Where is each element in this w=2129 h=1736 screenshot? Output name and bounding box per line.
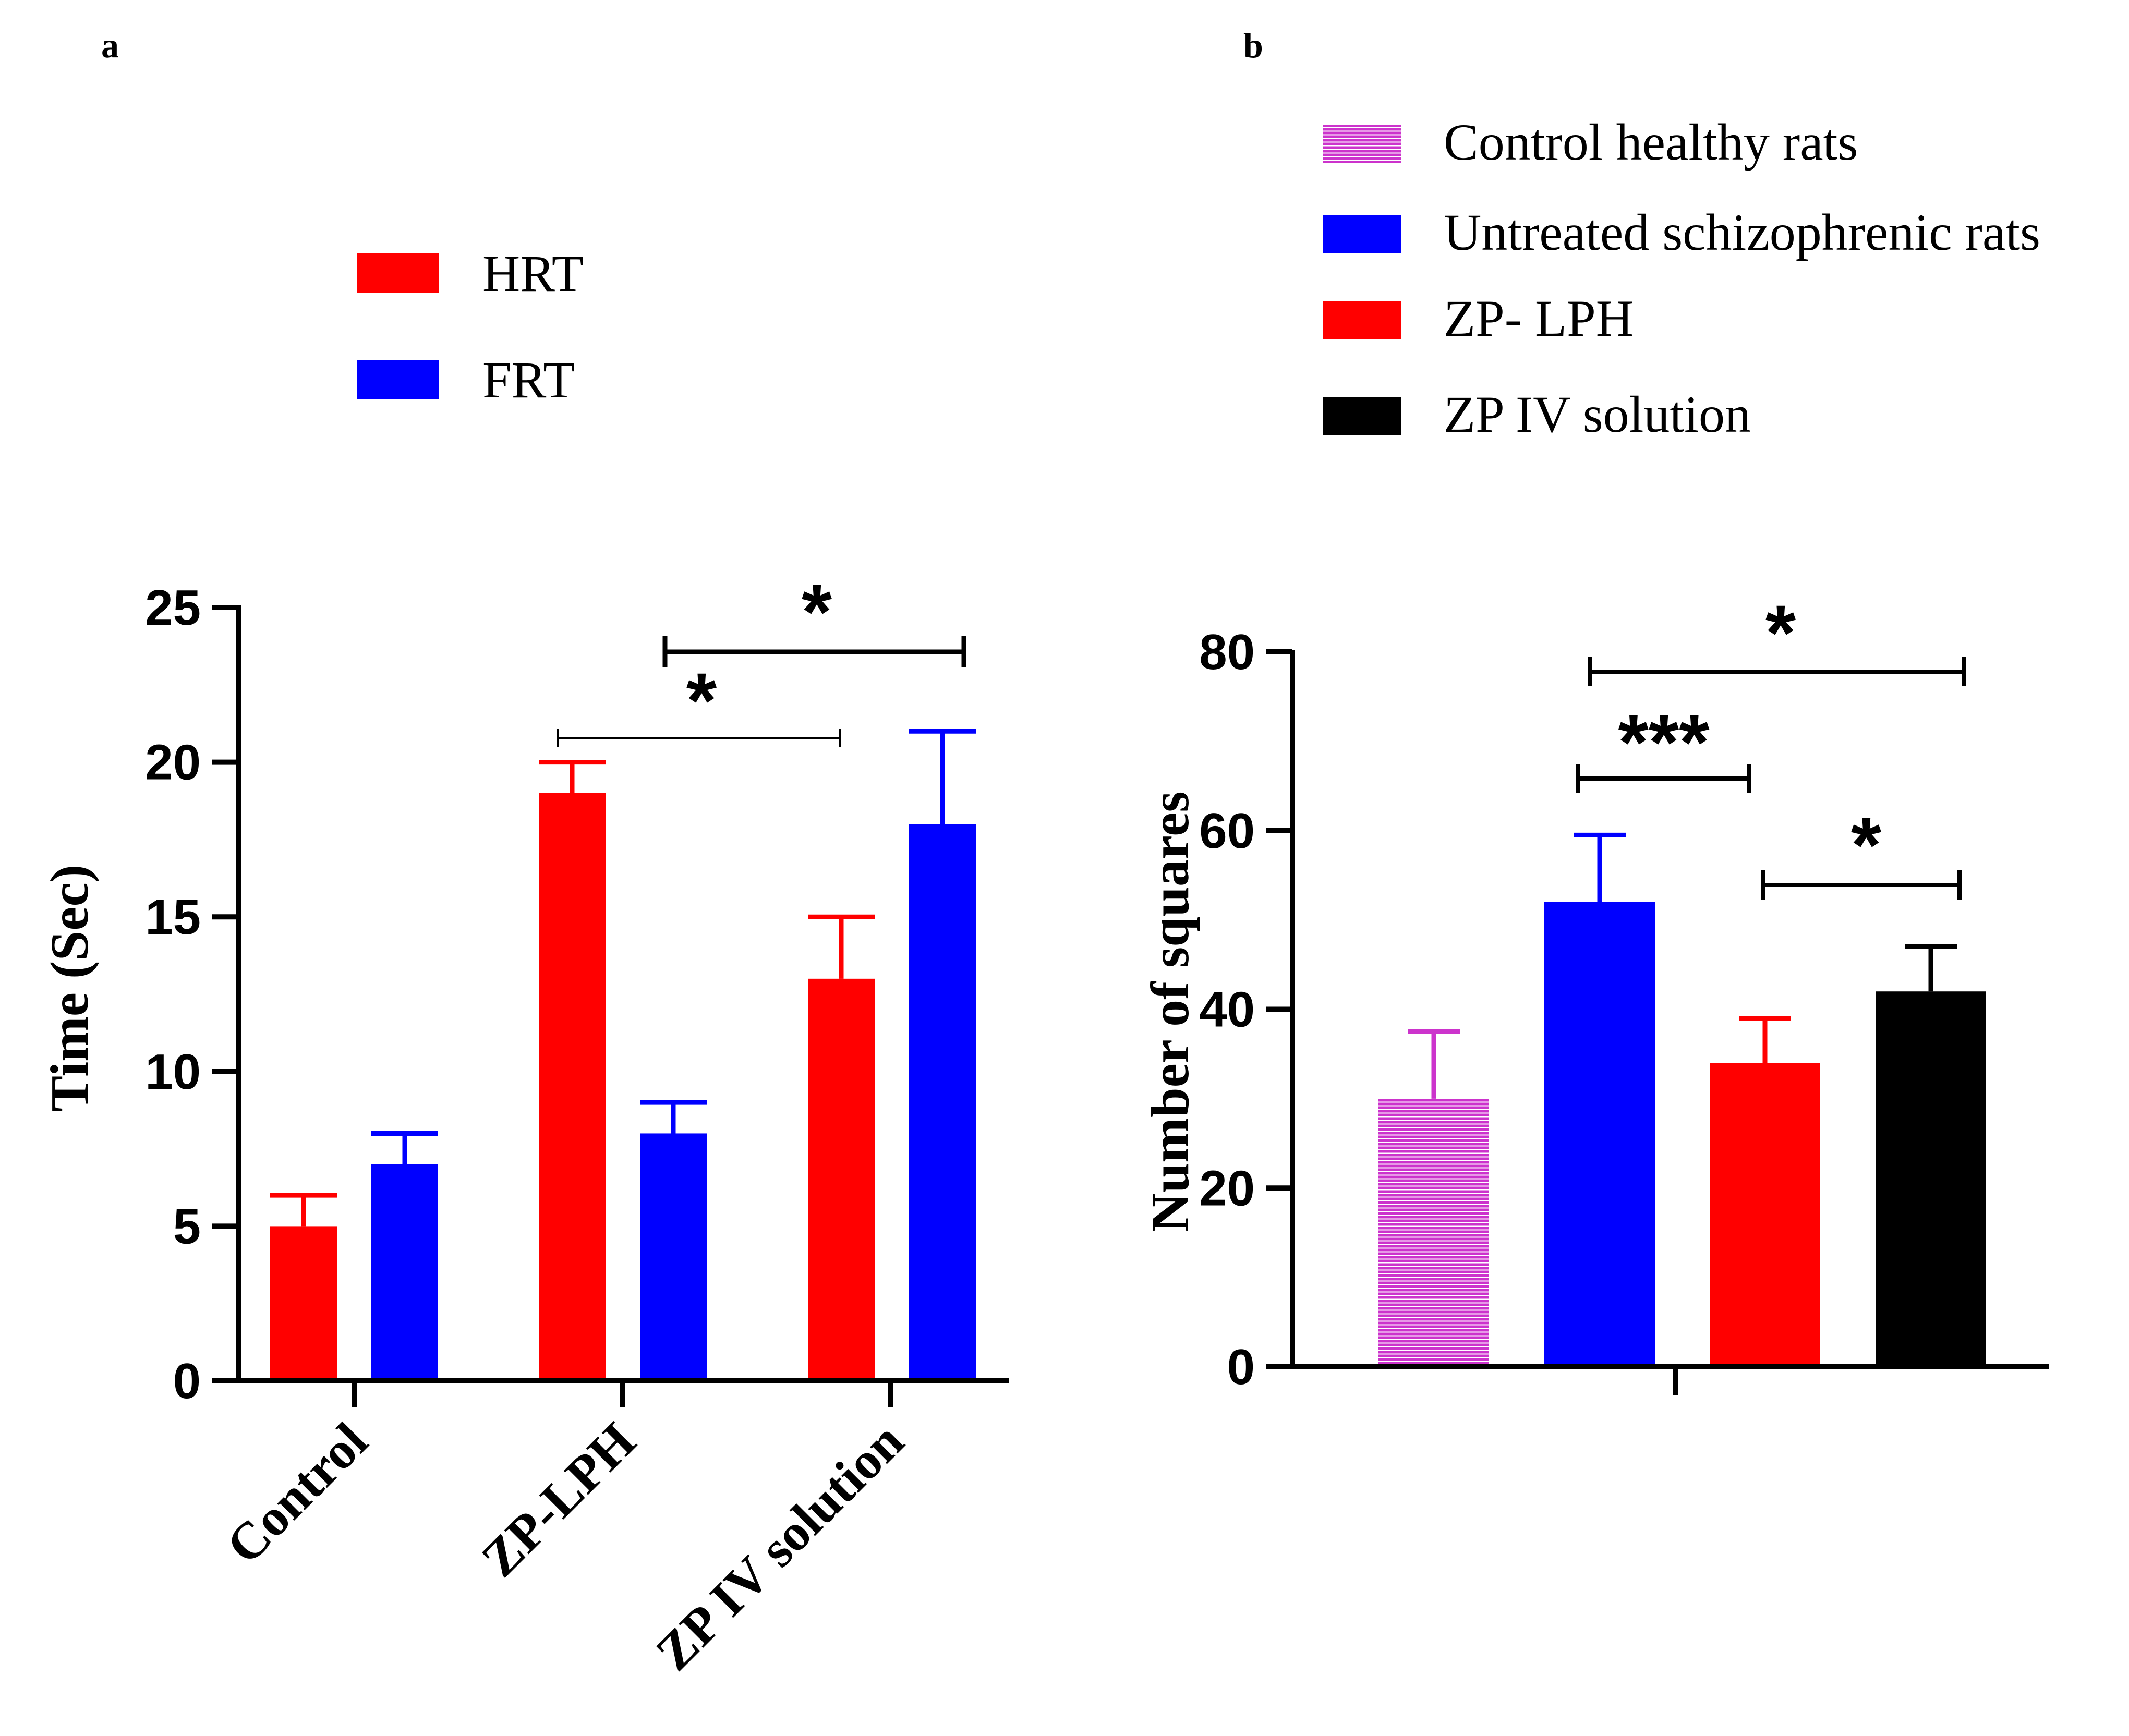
panel-b-bar-0 — [1378, 1098, 1489, 1367]
panel-a-sig-label-frt: * — [802, 568, 832, 655]
panel-a-legend-swatch-frt — [357, 360, 439, 399]
panel-b-bars — [1378, 902, 1986, 1367]
panel-a-y-tick-label-2: 10 — [145, 1044, 201, 1100]
panel-b-legend-label-0: Control healthy rats — [1444, 113, 1858, 171]
panel-b-y-tick-label-4: 80 — [1199, 624, 1255, 680]
panel-b-legend-label-1: Untreated schizophrenic rats — [1444, 203, 2040, 261]
panel-a-y-tick-label-0: 0 — [173, 1353, 201, 1409]
panel-a-bar-frt-0 — [371, 1164, 438, 1381]
panel-b-legend-swatch-3 — [1323, 397, 1401, 435]
panel-b-legend-swatch-0 — [1323, 125, 1401, 163]
panel-b-y-tick-label-3: 60 — [1199, 803, 1255, 859]
panel-b-legend-label-3: ZP IV solution — [1444, 385, 1751, 443]
panel-b-letter: b — [1243, 26, 1263, 65]
panel-a-bar-hrt-1 — [539, 793, 606, 1381]
panel-b-bar-2 — [1710, 1063, 1820, 1367]
panel-a-bar-frt-2 — [909, 824, 976, 1381]
panel-b-sig-label-1: *** — [1618, 698, 1710, 786]
panel-b-sig-label-3: * — [1851, 801, 1882, 889]
panel-a-y-tick-label-4: 20 — [145, 735, 201, 791]
panel-a-bar-hrt-2 — [808, 978, 875, 1381]
panel-a-significance: ** — [557, 568, 966, 747]
panel-a-legend-frt: FRT — [482, 351, 575, 409]
panel-a-legend: HRT FRT — [357, 245, 584, 409]
panel-b-legend-swatch-2 — [1323, 301, 1401, 339]
panel-b-y-axis-title: Number of squares — [1140, 791, 1200, 1232]
panel-b-y-tick-label-0: 0 — [1227, 1339, 1255, 1395]
panel-a-x-tick-label-2: ZP IV solution — [645, 1412, 914, 1681]
panel-b-legend: Control healthy rats Untreated schizophre… — [1323, 113, 2040, 443]
panel-b-significance: ***** — [1576, 589, 1966, 900]
panel-a-x-tick-label-0: Control — [215, 1412, 379, 1575]
panel-a-bar-hrt-0 — [270, 1226, 337, 1381]
panel-a-sig-label-hrt: * — [686, 657, 717, 744]
panel-a-bar-frt-1 — [640, 1133, 707, 1381]
panel-a-x-tick-label-1: ZP-LPH — [470, 1412, 647, 1588]
panel-a-y-axis-title: Time (Sec) — [40, 865, 100, 1112]
panel-a-letter: a — [101, 26, 119, 65]
panel-b-bar-3 — [1876, 991, 1986, 1367]
panel-a-chart: HRT FRT Time (Sec) 0 5 10 15 20 25 Control ZP-L… — [40, 245, 1009, 1681]
panel-b-chart: Control healthy rats Untreated schizophre… — [1140, 113, 2049, 1395]
panel-a-y-tick-label-1: 5 — [173, 1198, 201, 1254]
panel-b-axes: 0 20 40 60 80 — [1199, 624, 2049, 1395]
panel-a-y-tick-label-3: 15 — [145, 889, 201, 945]
panel-b-bar-1 — [1544, 902, 1655, 1367]
panel-a-y-tick-label-5: 25 — [145, 580, 201, 636]
panel-a-error-bars — [270, 729, 976, 1227]
panel-b-legend-swatch-1 — [1323, 215, 1401, 253]
panel-b-y-tick-label-2: 40 — [1199, 982, 1255, 1038]
panel-a-bars — [270, 793, 976, 1381]
panel-b-error-bars — [1408, 832, 1957, 1099]
panel-b-sig-label-2: * — [1765, 589, 1796, 676]
panel-a-legend-hrt: HRT — [482, 245, 584, 302]
panel-a-legend-swatch-hrt — [357, 253, 439, 293]
panel-b-legend-label-2: ZP- LPH — [1444, 289, 1634, 347]
panel-b-y-tick-label-1: 20 — [1199, 1160, 1255, 1216]
